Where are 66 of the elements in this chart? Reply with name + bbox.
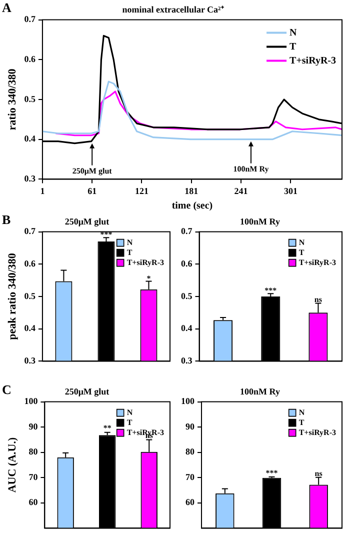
y-tick-label: 90: [28, 421, 38, 432]
annotation: *: [146, 274, 151, 283]
y-tick-label: 0.3: [24, 356, 36, 366]
y-tick-label: 60: [186, 497, 195, 508]
legend-label: T+siRyR-3: [126, 258, 164, 267]
x-tick-label: 121: [135, 186, 149, 196]
text: A: [2, 0, 12, 15]
annotation: 250μM glut: [72, 166, 112, 176]
annotation: 100nM Ry: [233, 164, 269, 174]
annotation: ns: [314, 294, 322, 304]
y-axis-title: AUC (A.U.): [6, 437, 18, 493]
y-tick-label: 0.7: [24, 14, 36, 24]
legend-label: T: [298, 418, 305, 427]
legend-label: T: [126, 248, 133, 257]
y-axis-title: ratio 340/380: [6, 68, 18, 130]
y-tick-label: 0.6: [181, 258, 193, 268]
y-tick-label: 0.5: [24, 290, 36, 301]
legend-label: N: [298, 238, 305, 247]
text: C: [2, 382, 12, 397]
y-tick-label: 80: [28, 446, 38, 457]
legend-label: N: [126, 238, 133, 247]
x-tick-label: 1: [40, 186, 46, 196]
y-tick-label: 70: [186, 472, 195, 482]
chart-title: nominal extracellular Ca²⁺: [122, 4, 224, 15]
y-tick-label: 60: [28, 497, 38, 508]
legend-label: T: [290, 41, 297, 52]
chart-title: 250μM glut: [64, 216, 110, 227]
legend-label: T+siRyR-3: [298, 258, 336, 267]
y-axis-title: peak ratio 340/380: [6, 252, 18, 340]
y-tick-label: 0.4: [24, 134, 36, 144]
x-tick-label: 181: [184, 186, 199, 196]
y-tick-label: 100: [181, 396, 195, 406]
y-tick-label: 0.4: [24, 323, 36, 334]
annotation: ***: [266, 468, 278, 478]
legend-label: T: [298, 248, 305, 257]
x-axis-title: time (sec): [172, 200, 213, 212]
chart-title: 100nM Ry: [240, 216, 280, 227]
legend-label: T+siRyR-3: [290, 55, 336, 66]
legend-label: N: [126, 408, 133, 417]
y-tick-label: 0.6: [24, 54, 36, 64]
legend-label: N: [298, 408, 305, 417]
chart-title: 250μM glut: [64, 386, 110, 397]
y-tick-label: 0.3: [181, 356, 193, 366]
legend-label: T+siRyR-3: [298, 428, 336, 437]
y-tick-label: 0.5: [24, 94, 36, 104]
legend-label: T: [126, 418, 133, 427]
y-tick-label: 70: [28, 472, 38, 482]
x-tick-label: 301: [284, 186, 298, 196]
x-tick-label: 241: [234, 186, 248, 196]
annotation: ns: [314, 468, 322, 478]
text: B: [2, 212, 11, 227]
y-tick-label: 0.7: [24, 226, 36, 236]
legend-label: N: [290, 27, 298, 38]
chart-title: 100nM Ry: [240, 386, 280, 397]
y-tick-label: 80: [186, 446, 195, 457]
y-tick-label: 0.6: [24, 258, 36, 268]
y-tick-label: 100: [24, 396, 38, 406]
annotation: ***: [264, 286, 277, 296]
y-tick-label: 0.3: [24, 174, 36, 184]
annotation: **: [103, 423, 112, 432]
x-tick-label: 61: [88, 186, 98, 196]
y-tick-label: 0.4: [181, 323, 193, 334]
y-tick-label: 90: [186, 421, 195, 432]
y-tick-label: 0.7: [181, 226, 193, 236]
annotation: ***: [100, 230, 112, 240]
y-tick-label: 0.5: [181, 290, 193, 301]
